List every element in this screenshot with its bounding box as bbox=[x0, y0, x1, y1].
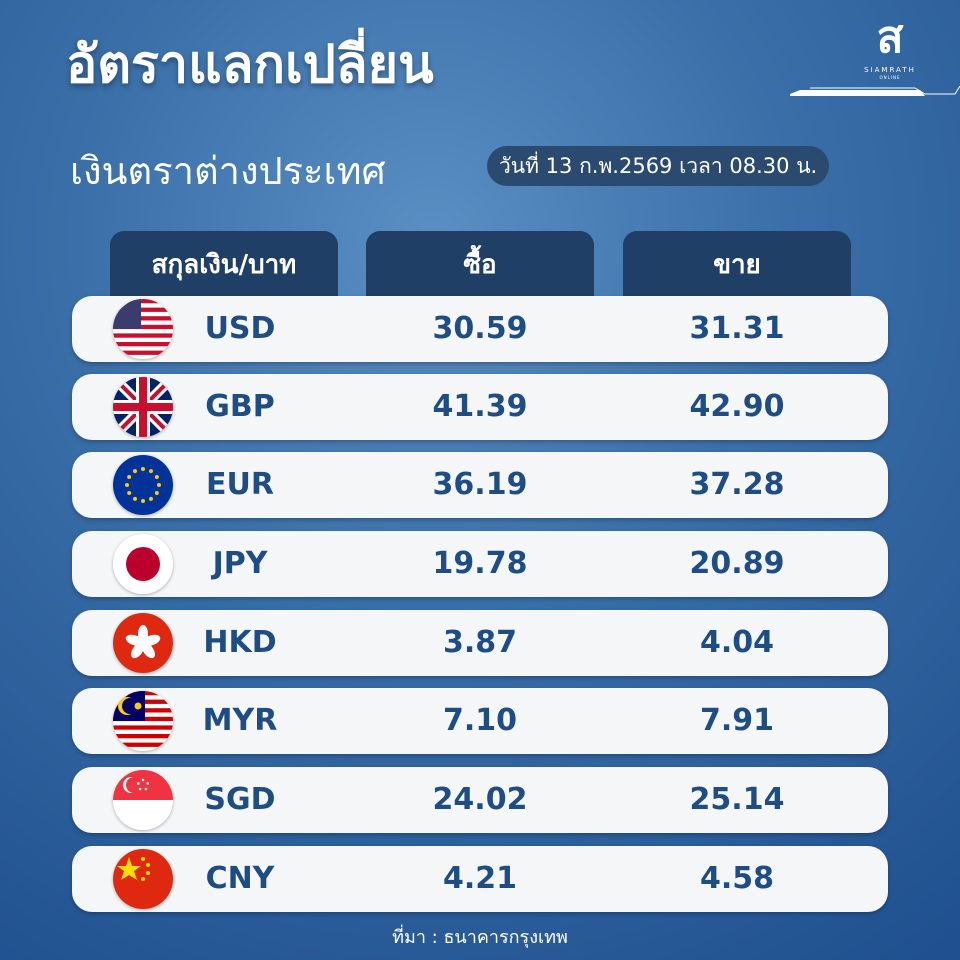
hong-kong-flag-icon bbox=[113, 613, 173, 673]
sell-rate: 25.14 bbox=[689, 782, 785, 817]
buy-rate: 41.39 bbox=[432, 389, 528, 424]
sell-rate: 31.31 bbox=[689, 311, 785, 346]
us-flag-icon bbox=[113, 299, 173, 359]
buy-rate: 30.59 bbox=[432, 311, 528, 346]
eu-flag-icon bbox=[113, 455, 173, 515]
rate-row-hkd: HKD 3.87 4.04 bbox=[72, 610, 888, 676]
sell-rate: 20.89 bbox=[689, 546, 785, 581]
malaysia-flag-icon bbox=[113, 691, 173, 751]
svg-text:ส: ส bbox=[877, 12, 904, 63]
date-badge: วันที่ 13 ก.พ.2569 เวลา 08.30 น. bbox=[487, 146, 830, 186]
sell-rate: 42.90 bbox=[689, 389, 785, 424]
rate-row-usd: USD 30.59 31.31 bbox=[72, 296, 888, 362]
currency-code: SGD bbox=[204, 782, 276, 817]
currency-code: GBP bbox=[205, 389, 275, 424]
currency-code: JPY bbox=[212, 546, 268, 581]
page-title: อัตราแลกเปลี่ยน bbox=[66, 35, 434, 95]
page-subtitle: เงินตราต่างประเทศ bbox=[70, 149, 386, 193]
rate-row-gbp: GBP 41.39 42.90 bbox=[72, 374, 888, 440]
currency-code: HKD bbox=[203, 625, 277, 660]
sell-rate: 7.91 bbox=[699, 703, 775, 738]
buy-rate: 24.02 bbox=[432, 782, 528, 817]
currency-code: CNY bbox=[205, 861, 275, 896]
source-note: ที่มา : ธนาคารกรุงเทพ bbox=[392, 927, 568, 948]
currency-code: MYR bbox=[202, 703, 278, 738]
buy-rate: 19.78 bbox=[432, 546, 528, 581]
sell-rate: 4.58 bbox=[699, 861, 775, 896]
rate-row-eur: EUR 36.19 37.28 bbox=[72, 452, 888, 518]
header-currency: สกุลเงิน/บาท bbox=[110, 231, 338, 301]
japan-flag-icon bbox=[113, 534, 173, 594]
buy-rate: 4.21 bbox=[442, 861, 518, 896]
header-sell: ขาย bbox=[623, 231, 851, 301]
siamrath-logo: ส SIAMRATH ONLINE bbox=[790, 12, 960, 96]
currency-code: USD bbox=[204, 311, 276, 346]
singapore-flag-icon bbox=[113, 770, 173, 830]
currency-code: EUR bbox=[206, 467, 274, 502]
rate-row-jpy: JPY 19.78 20.89 bbox=[72, 531, 888, 597]
header-buy: ซื้อ bbox=[366, 231, 594, 301]
china-flag-icon bbox=[113, 849, 173, 909]
uk-flag-icon bbox=[113, 377, 173, 437]
sell-rate: 37.28 bbox=[689, 467, 785, 502]
svg-text:SIAMRATH: SIAMRATH bbox=[864, 66, 916, 74]
rate-row-sgd: SGD 24.02 25.14 bbox=[72, 767, 888, 833]
svg-text:ONLINE: ONLINE bbox=[879, 75, 900, 80]
buy-rate: 3.87 bbox=[442, 625, 518, 660]
rate-row-cny: CNY 4.21 4.58 bbox=[72, 846, 888, 912]
sell-rate: 4.04 bbox=[699, 625, 775, 660]
buy-rate: 36.19 bbox=[432, 467, 528, 502]
buy-rate: 7.10 bbox=[442, 703, 518, 738]
rate-row-myr: MYR 7.10 7.91 bbox=[72, 688, 888, 754]
